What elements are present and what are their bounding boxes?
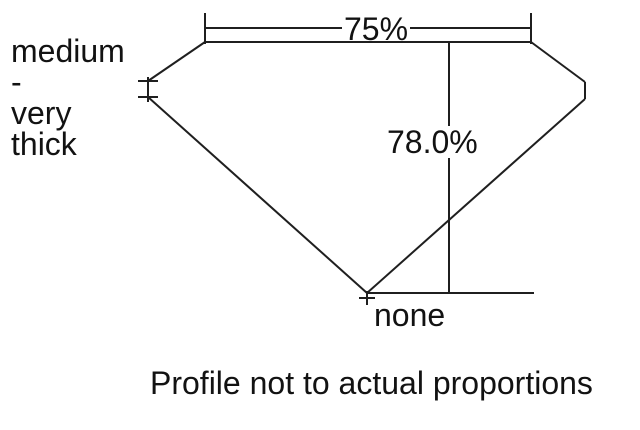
culet-size-label: none	[374, 297, 446, 333]
girdle-thickness-line-2: -	[11, 64, 22, 100]
girdle-thickness-line-1: medium	[11, 33, 125, 69]
pavilion-facet-left	[147, 96, 368, 294]
crown-facet-right	[530, 41, 586, 83]
pavilion-facet-right	[366, 98, 586, 294]
girdle-thickness-line-3: very	[11, 95, 72, 131]
total-depth-label: 78.0%	[387, 124, 478, 160]
girdle-thickness-line-4: thick	[11, 126, 77, 162]
crown-facet-left	[147, 41, 206, 82]
girdle-thickness-label: medium - very thick	[11, 33, 125, 162]
table-width-label: 75%	[344, 11, 409, 47]
proportions-disclaimer-caption: Profile not to actual proportions	[150, 365, 593, 401]
